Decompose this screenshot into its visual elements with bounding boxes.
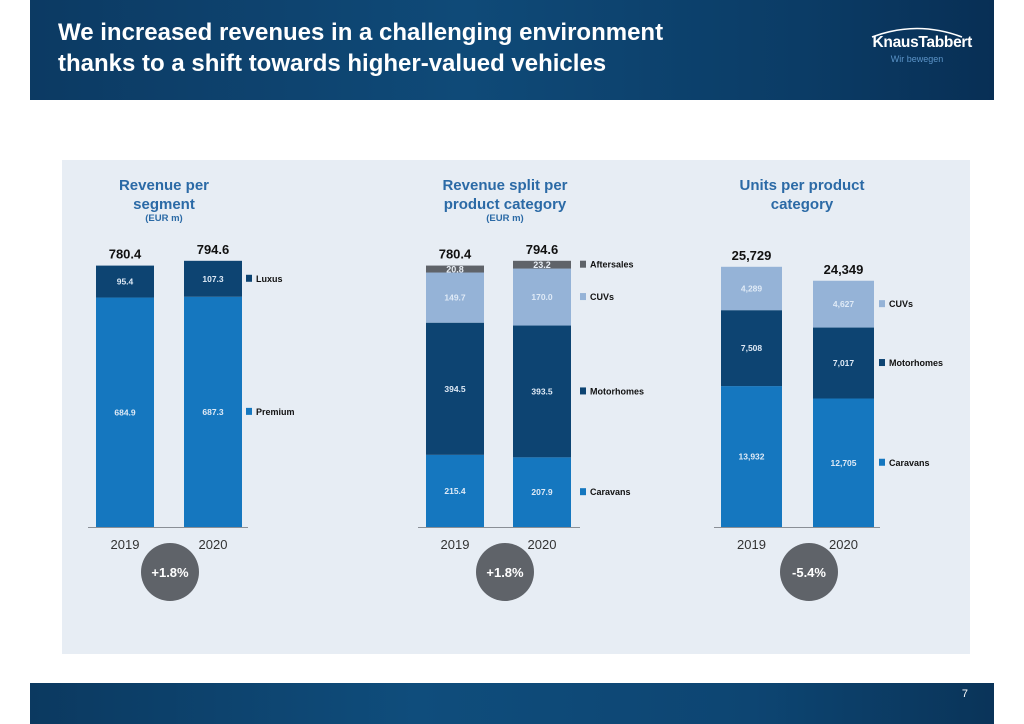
chart-1-category-label-2019: 2019 — [111, 537, 140, 552]
chart-1-legend-swatch-luxus — [246, 274, 252, 282]
chart-2-unit: (EUR m) — [486, 213, 524, 224]
chart-3-bar-2019-cuvs — [721, 266, 782, 311]
chart-2-bar-2019-aftersales — [426, 265, 484, 273]
chart-2-bar-2020-caravans — [513, 457, 571, 527]
company-logo: KnausTabbert Wir bewegen — [852, 24, 972, 68]
chart-3-value-label-2019-motorhomes: 7,508 — [741, 343, 763, 353]
chart-3-value-label-2020-cuvs: 4,627 — [833, 299, 855, 309]
chart-2-value-label-2020-caravans: 207.9 — [531, 487, 553, 497]
chart-2-bar-2020-cuvs — [513, 268, 571, 326]
chart-3-title-line-1: Units per product — [739, 177, 865, 194]
chart-2-category-label-2019: 2019 — [441, 537, 470, 552]
chart-3-bar-2019-motorhomes — [721, 310, 782, 387]
chart-3-legend-swatch-cuvs — [879, 300, 885, 308]
chart-2-value-label-2019-cuvs: 149.7 — [444, 293, 466, 303]
chart-3-growth-badge: -5.4% — [780, 543, 838, 601]
chart-3-bar-2020-motorhomes — [813, 327, 874, 399]
chart-1-legend-label-premium: Premium — [256, 407, 295, 417]
chart-1-legend-swatch-premium — [246, 407, 252, 415]
chart-2-bar-2019-caravans — [426, 454, 484, 527]
chart-1-value-label-2020-luxus: 107.3 — [202, 274, 224, 284]
chart-2-legend-swatch-aftersales — [580, 260, 586, 268]
chart-2-value-label-2020-aftersales: 23.2 — [533, 260, 551, 270]
chart-3-legend-swatch-caravans — [879, 458, 885, 466]
chart-2-title: Revenue split per product category — [410, 176, 600, 214]
chart-2-category-label-2020: 2020 — [528, 537, 557, 552]
chart-3-title: Units per product category — [712, 176, 892, 214]
chart-2-total-label-2019: 780.4 — [439, 247, 472, 262]
chart-3-legend-label-cuvs: CUVs — [889, 299, 913, 309]
chart-1-unit: (EUR m) — [145, 213, 183, 224]
chart-1-total-label-2019: 780.4 — [109, 247, 142, 262]
chart-3-bar-2020-caravans — [813, 398, 874, 527]
chart-2-value-label-2019-caravans: 215.4 — [444, 486, 466, 496]
chart-1-value-label-2019-luxus: 95.4 — [117, 277, 134, 287]
chart-3-legend-label-motorhomes: Motorhomes — [889, 358, 943, 368]
slide-title: We increased revenues in a challenging e… — [58, 17, 778, 79]
chart-2-value-label-2019-aftersales: 20.8 — [446, 265, 464, 275]
chart-3-total-label-2020: 24,349 — [824, 262, 864, 277]
chart-3-value-label-2020-motorhomes: 7,017 — [833, 358, 855, 368]
chart-3-total-label-2019: 25,729 — [732, 248, 772, 263]
chart-2-legend-swatch-caravans — [580, 488, 586, 496]
chart-2-value-label-2020-motorhomes: 393.5 — [531, 386, 553, 396]
slide-footer: 7 — [30, 683, 994, 724]
chart-2-value-label-2019-motorhomes: 394.5 — [444, 384, 466, 394]
chart-1-bar-2019-luxus — [96, 265, 154, 298]
chart-1-legend-label-luxus: Luxus — [256, 274, 283, 284]
chart-2-legend-swatch-cuvs — [580, 293, 586, 301]
chart-3-bar-2019-caravans — [721, 386, 782, 527]
chart-1-bar-2019-premium — [96, 297, 154, 527]
slide-title-line-2: thanks to a shift towards higher-valued … — [58, 50, 607, 77]
chart-3-value-label-2020-caravans: 12,705 — [831, 458, 857, 468]
slide-title-line-1: We increased revenues in a challenging e… — [58, 19, 664, 46]
chart-1-growth-badge: +1.8% — [141, 543, 199, 601]
chart-1-value-label-2019-premium: 684.9 — [114, 407, 136, 417]
chart-2-total-label-2020: 794.6 — [526, 242, 559, 257]
chart-2-title-line-2: product category — [443, 196, 567, 213]
chart-1-title: Revenue per segment — [84, 176, 244, 214]
chart-1-total-label-2020: 794.6 — [197, 242, 230, 257]
chart-2-legend-label-motorhomes: Motorhomes — [590, 386, 644, 396]
chart-1-category-label-2020: 2020 — [199, 537, 228, 552]
chart-3-category-label-2020: 2020 — [829, 537, 858, 552]
chart-2-title-line-1: Revenue split per — [442, 177, 568, 194]
logo-tagline: Wir bewegen — [890, 54, 944, 64]
slide-header: We increased revenues in a challenging e… — [30, 0, 994, 100]
chart-1-value-label-2020-premium: 687.3 — [202, 407, 224, 417]
chart-3-title-line-2: category — [770, 196, 834, 213]
chart-2-bar-2020-motorhomes — [513, 325, 571, 458]
page-number: 7 — [961, 688, 968, 700]
chart-2-bar-2020-aftersales — [513, 260, 571, 269]
logo-name: KnausTabbert — [872, 34, 973, 51]
chart-1-bar-2020-luxus — [184, 260, 242, 297]
chart-2-legend-label-cuvs: CUVs — [590, 292, 614, 302]
chart-2-legend-swatch-motorhomes — [580, 387, 586, 395]
chart-2-legend-label-aftersales: Aftersales — [590, 260, 634, 270]
chart-2-growth-badge: +1.8% — [476, 543, 534, 601]
chart-1-bar-2020-premium — [184, 296, 242, 527]
chart-2-bar-2019-motorhomes — [426, 322, 484, 455]
chart-3-bar-2020-cuvs — [813, 280, 874, 328]
chart-3-legend-label-caravans: Caravans — [889, 458, 930, 468]
chart-2-legend-label-caravans: Caravans — [590, 487, 631, 497]
chart-1-title-line-2: segment — [133, 196, 195, 213]
chart-3-value-label-2019-caravans: 13,932 — [739, 452, 765, 462]
chart-2-value-label-2020-cuvs: 170.0 — [531, 292, 553, 302]
chart-3-legend-swatch-motorhomes — [879, 359, 885, 367]
chart-3-value-label-2019-cuvs: 4,289 — [741, 283, 763, 293]
chart-1-title-line-1: Revenue per — [118, 177, 210, 194]
chart-2-bar-2019-cuvs — [426, 272, 484, 323]
chart-3-category-label-2019: 2019 — [737, 537, 766, 552]
logo-arc-icon — [871, 27, 963, 38]
